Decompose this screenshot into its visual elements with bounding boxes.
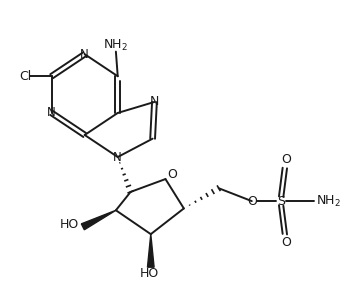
Text: N: N: [150, 95, 159, 108]
Text: O: O: [247, 195, 257, 208]
Text: S: S: [277, 195, 285, 208]
Text: O: O: [167, 168, 177, 181]
Text: NH$_2$: NH$_2$: [316, 194, 341, 209]
Text: O: O: [282, 236, 292, 249]
Text: N: N: [47, 106, 56, 120]
Text: Cl: Cl: [19, 70, 31, 83]
Polygon shape: [147, 234, 154, 267]
Text: N: N: [113, 151, 122, 164]
Text: N: N: [80, 48, 89, 61]
Polygon shape: [82, 210, 116, 230]
Text: O: O: [282, 153, 292, 166]
Text: HO: HO: [59, 218, 79, 231]
Text: HO: HO: [139, 267, 159, 280]
Text: NH$_2$: NH$_2$: [103, 37, 128, 53]
